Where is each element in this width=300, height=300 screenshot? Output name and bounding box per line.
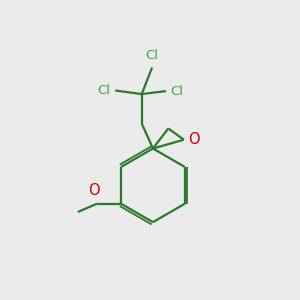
Text: O: O: [188, 132, 200, 147]
Text: Cl: Cl: [146, 49, 159, 62]
Text: O: O: [88, 183, 100, 198]
Text: Cl: Cl: [171, 85, 184, 98]
Text: Cl: Cl: [98, 84, 110, 97]
